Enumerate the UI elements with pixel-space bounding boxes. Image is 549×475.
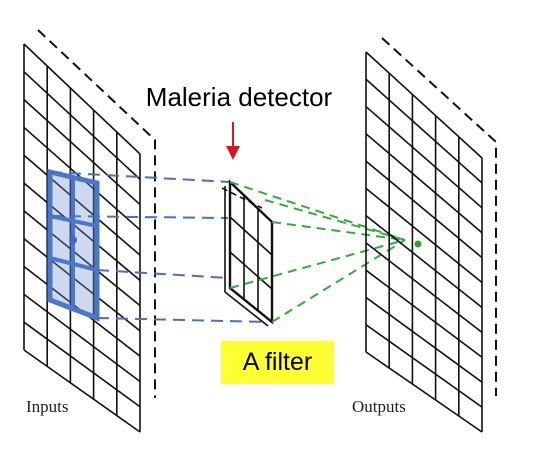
input-grid-hline (23, 349, 141, 433)
outputs-label: Outputs (352, 397, 406, 416)
output-grid-hline (365, 351, 483, 433)
output-grid-hline (365, 160, 483, 259)
output-grid (365, 51, 483, 433)
output-activation-dot (414, 240, 422, 248)
output-grid-hline (365, 187, 483, 284)
green-projection-lines (229, 181, 406, 323)
filter-kernel (221, 179, 274, 327)
output-grid-hline (365, 78, 483, 184)
input-receptive-field (47, 168, 100, 322)
input-grid-hline (23, 154, 141, 256)
input-grid-hline (23, 43, 141, 155)
filter-label: A filter (221, 341, 334, 384)
inputs-label: Inputs (26, 397, 69, 416)
blue-projection-lines (49, 171, 269, 323)
output-back-plane (381, 37, 497, 396)
output-grid-hline (365, 296, 483, 383)
input-grid-hline (23, 238, 141, 332)
output-grid-hline (365, 242, 483, 333)
input-grid-hline (23, 210, 141, 307)
output-grid-hline (365, 324, 483, 408)
output-grid-hline (365, 133, 483, 234)
input-back-plane (37, 29, 156, 398)
input-grid-hline (23, 99, 141, 206)
input-grid-hline (23, 182, 141, 281)
output-grid-hline (365, 105, 483, 209)
input-grid-hline (23, 71, 141, 180)
output-grid-hline (365, 51, 483, 159)
detector-title: Maleria detector (146, 82, 333, 112)
input-center-dot (69, 236, 77, 244)
output-grid-hline (365, 215, 483, 309)
output-grid-hline (365, 269, 483, 358)
down-arrow-icon (226, 122, 240, 160)
input-grid-hline (23, 293, 141, 383)
input-grid-hline (23, 321, 141, 408)
